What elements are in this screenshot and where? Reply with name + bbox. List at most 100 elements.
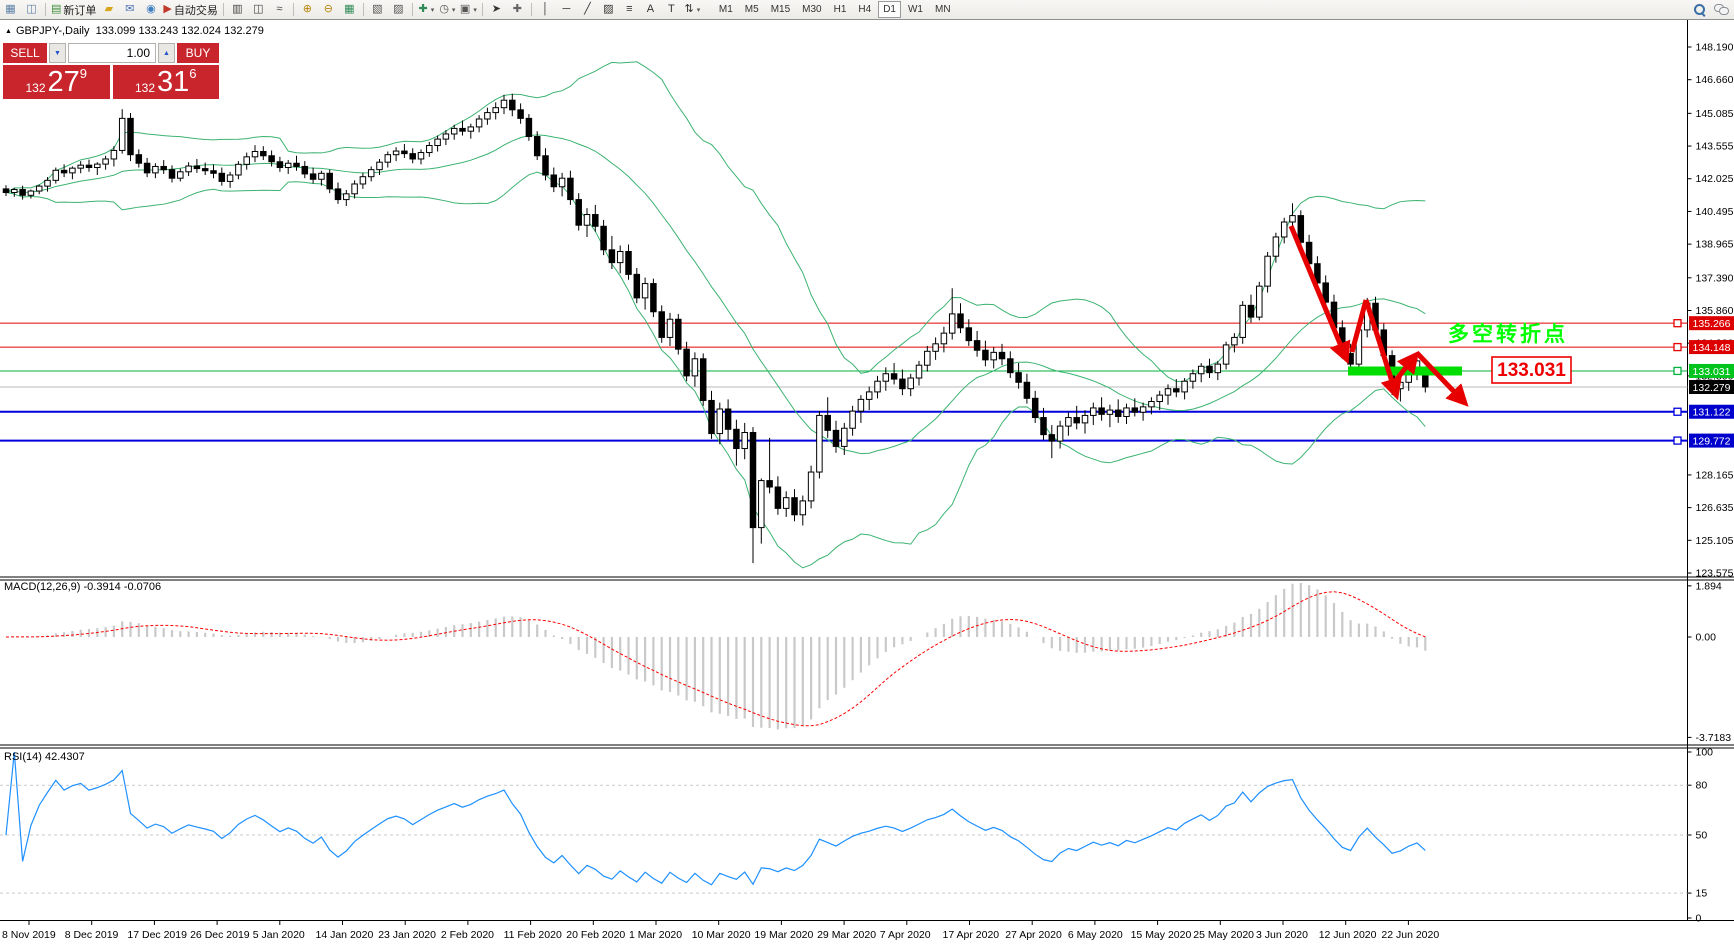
timeframe-button-m5[interactable]: M5 xyxy=(744,4,759,15)
candlestick-mode-icon[interactable]: ◫ xyxy=(248,1,269,18)
arrange-windows-icon[interactable]: ▧ xyxy=(367,1,388,18)
zoom-in-icon[interactable]: ⊕ xyxy=(297,1,318,18)
chart-symbol-period: GBPJPY-,Daily xyxy=(15,25,90,37)
chat-icon[interactable] xyxy=(1714,4,1729,15)
candle xyxy=(567,170,574,205)
volume-increase-button[interactable]: ▲ xyxy=(158,43,175,63)
svg-text:1.894: 1.894 xyxy=(1696,580,1722,592)
profile-window-icon[interactable]: ◫ xyxy=(21,1,42,18)
svg-text:27 Apr 2020: 27 Apr 2020 xyxy=(1005,929,1062,941)
price-callout-label[interactable]: 133.031 xyxy=(1491,356,1572,384)
horizontal-line-134.148[interactable] xyxy=(0,342,1688,352)
tile-windows-icon[interactable]: ▦ xyxy=(339,1,360,18)
candle xyxy=(1090,402,1097,426)
candle xyxy=(998,343,1006,366)
timeframe-button-m1[interactable]: M1 xyxy=(718,4,733,15)
candle xyxy=(276,156,284,172)
svg-text:133.031: 133.031 xyxy=(1693,366,1731,378)
candle xyxy=(2,185,10,196)
candle xyxy=(608,235,616,270)
candle xyxy=(509,93,516,117)
candle xyxy=(832,420,840,453)
search-icon[interactable] xyxy=(1694,3,1706,17)
bar-chart-mode-icon[interactable]: ▥ xyxy=(227,1,248,18)
price-badges: 135.266 134.148 133.031 131.122 129.772 132.2… xyxy=(1689,316,1734,448)
timeframe-button-h4[interactable]: H4 xyxy=(858,4,872,15)
horizontal-line-icon[interactable]: ─ xyxy=(556,1,577,18)
horizontal-line-135.266[interactable] xyxy=(0,319,1688,328)
zoom-out-icon[interactable]: ⊖ xyxy=(318,1,339,18)
candle xyxy=(882,367,890,391)
price-axis[interactable]: 148.190 146.660 145.085 143.555 142.025 140.4… xyxy=(0,41,1734,925)
period-selector-icon[interactable]: ◷ ▾ xyxy=(437,1,458,18)
candle xyxy=(77,161,84,174)
crosshair-icon[interactable]: ✚ xyxy=(507,1,528,18)
toolbar-separator xyxy=(45,3,46,16)
timeframe-button-mn[interactable]: MN xyxy=(934,4,951,15)
add-indicator-button[interactable]: ✚ ▾ xyxy=(416,1,437,18)
toolbar-separator xyxy=(292,3,294,16)
charts-window-icon[interactable]: ▦ xyxy=(0,1,21,18)
horizontal-line-icon-glyph: ─ xyxy=(562,3,571,15)
candle xyxy=(948,288,956,340)
horizontal-line-131.122[interactable] xyxy=(0,407,1688,416)
candle xyxy=(210,164,217,179)
zoom-out-icon-glyph: ⊖ xyxy=(323,3,333,15)
time-axis[interactable]: 8 Nov 2019 8 Dec 2019 17 Dec 2019 26 Dec 20… xyxy=(2,920,1439,942)
collapse-panel-icon[interactable]: ▲ xyxy=(5,28,12,35)
cascade-windows-icon[interactable]: ▨ xyxy=(388,1,409,18)
toolbar-separator xyxy=(362,3,364,16)
buy-button[interactable]: BUY xyxy=(177,43,219,63)
timeframe-button-m30[interactable]: M30 xyxy=(802,4,822,15)
autotrading-button[interactable]: ▶ 自动交易 xyxy=(161,1,219,18)
svg-text:0.00: 0.00 xyxy=(1696,632,1717,644)
mql-community-icon[interactable]: ✉ xyxy=(119,1,140,18)
candle xyxy=(849,405,856,436)
svg-text:8 Nov 2019: 8 Nov 2019 xyxy=(2,929,56,941)
volume-decrease-button[interactable]: ▼ xyxy=(49,43,66,63)
candlestick-mode-icon-glyph: ◫ xyxy=(253,3,264,15)
timeframe-button-w1[interactable]: W1 xyxy=(907,4,923,15)
equidistant-channel-icon-glyph: ▨ xyxy=(603,3,614,15)
candle xyxy=(625,244,632,280)
fibonacci-icon[interactable]: ≡ xyxy=(619,1,640,18)
new-order-button-glyph: ▤ xyxy=(51,3,62,15)
text-label-icon[interactable]: T xyxy=(661,1,682,18)
candle xyxy=(218,167,226,186)
timeframe-button-m15[interactable]: M15 xyxy=(770,4,791,15)
signals-icon[interactable]: ◉ xyxy=(140,1,161,18)
dropdown-caret-icon: ▾ xyxy=(451,6,456,14)
cursor-icon[interactable]: ➤ xyxy=(486,1,507,18)
equidistant-channel-icon[interactable]: ▨ xyxy=(598,1,619,18)
arrows-icon[interactable]: ⇅ ▾ xyxy=(682,1,703,18)
svg-text:12 Jun 2020: 12 Jun 2020 xyxy=(1319,929,1377,941)
vertical-line-icon[interactable]: │ xyxy=(535,1,556,18)
template-icon[interactable]: ▣ ▾ xyxy=(458,1,479,18)
toolbar-separator xyxy=(481,3,483,16)
candle xyxy=(874,375,881,399)
zoom-in-icon-glyph: ⊕ xyxy=(302,3,312,15)
turning-point-annotation-text[interactable]: 多空转折点 xyxy=(1448,322,1568,346)
line-chart-mode-icon[interactable]: ≈ xyxy=(269,1,290,18)
candle xyxy=(135,149,143,168)
volume-input[interactable]: 1.00 xyxy=(68,43,156,63)
trendline-icon[interactable]: ╱ xyxy=(577,1,598,18)
candle xyxy=(1239,301,1246,344)
buy-price-button[interactable]: 132 31 6 xyxy=(112,65,219,99)
trend-zigzag-annotation[interactable] xyxy=(1288,225,1469,407)
candle xyxy=(1231,333,1238,353)
candle xyxy=(484,107,491,125)
gold-bar-icon[interactable]: ▰ xyxy=(98,1,119,18)
text-icon[interactable]: A xyxy=(640,1,661,18)
sell-button[interactable]: SELL xyxy=(3,43,47,63)
svg-text:23 Jan 2020: 23 Jan 2020 xyxy=(378,929,436,941)
timeframe-button-d1[interactable]: D1 xyxy=(878,1,901,18)
candle xyxy=(168,165,176,183)
rsi-line xyxy=(5,751,1426,886)
new-order-button[interactable]: ▤ 新订单 xyxy=(49,1,98,18)
svg-text:138.965: 138.965 xyxy=(1696,239,1734,251)
candle xyxy=(376,158,383,176)
timeframe-button-h1[interactable]: H1 xyxy=(833,4,847,15)
sell-price-button[interactable]: 132 27 9 xyxy=(3,65,110,99)
